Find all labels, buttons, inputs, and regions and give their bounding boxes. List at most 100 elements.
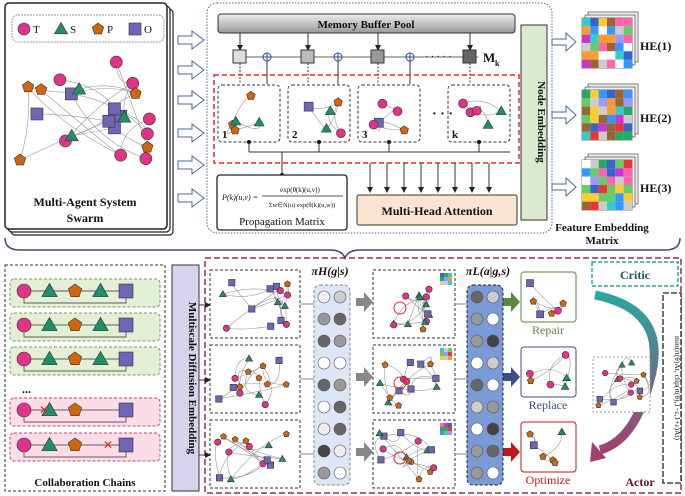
node-S [253, 116, 265, 127]
node-O [118, 283, 134, 299]
policy-high-label: πH(g|s) [311, 264, 348, 278]
node-T [392, 106, 403, 117]
matrix-cell [623, 184, 632, 194]
matrix-cell [615, 114, 624, 124]
neuron [317, 378, 331, 392]
matrix-cell [623, 193, 632, 202]
matrix-cell [623, 51, 632, 60]
swarm-graph [13, 55, 156, 166]
neuron [486, 444, 500, 458]
neuron [486, 378, 500, 392]
node-P [22, 80, 35, 93]
collaboration-chains: ✕✕ [9, 278, 161, 462]
neuron [486, 400, 500, 414]
matrix-cell [615, 51, 624, 60]
actor-title: Actor [625, 475, 655, 489]
matrix-cell [606, 168, 616, 177]
neuron [317, 312, 331, 326]
matrix-cell [590, 98, 599, 107]
matrix-cell [615, 193, 624, 202]
node-P [419, 325, 427, 333]
matrix-cell [606, 98, 616, 107]
node-O [263, 456, 271, 464]
arrow-icon [356, 442, 373, 462]
matrix-cell [623, 90, 632, 99]
node-P [640, 371, 647, 378]
node-O [118, 317, 134, 333]
matrix-cell [598, 34, 607, 43]
node-P [246, 90, 256, 100]
matrix-cell [606, 18, 616, 27]
matrix-cell [615, 184, 624, 194]
node-O [417, 360, 425, 368]
actor-graph [592, 356, 651, 413]
node-S [422, 300, 431, 308]
hollow-arrow-icon [177, 60, 205, 80]
node-P [67, 437, 83, 452]
node-T [616, 375, 624, 382]
node-O [118, 437, 134, 453]
matrix-cell [590, 34, 599, 43]
multi-head-attention [356, 194, 518, 226]
matrix-cell [598, 42, 607, 52]
node-S [230, 115, 242, 126]
matrix-cell [582, 114, 591, 124]
matrix-cell [623, 106, 632, 115]
matrix-cell [598, 26, 607, 35]
step-label: 3 [362, 129, 368, 141]
node-O [30, 107, 44, 121]
diffusion-box [171, 264, 200, 492]
matrix-cell [615, 106, 624, 115]
edge [262, 365, 287, 385]
node-T [458, 98, 468, 109]
matrix-cell [590, 131, 599, 140]
node-P [141, 140, 154, 153]
node-O [424, 310, 432, 318]
node-O [529, 441, 538, 450]
node-P [415, 475, 423, 483]
matrix-cell [623, 160, 632, 169]
node-S [41, 282, 58, 297]
node-T [110, 55, 123, 69]
node-S [92, 282, 109, 297]
node-T [16, 437, 32, 453]
node-O [636, 387, 643, 394]
memory-cube-icon [232, 49, 247, 64]
memory-cubes: · · · · · [232, 33, 478, 84]
matrix-cell [606, 184, 616, 194]
edge [219, 440, 247, 478]
node-O [303, 101, 314, 112]
matrix-cell [598, 90, 607, 99]
feature-title-line2: Matrix [586, 235, 619, 247]
input-graph [209, 344, 301, 414]
node-P [255, 374, 263, 381]
node-S [218, 290, 227, 298]
matrix-cell [590, 168, 599, 177]
node-embedding-arrows [551, 31, 577, 198]
node-P [427, 360, 434, 368]
hollow-arrows [177, 30, 205, 208]
neuron [486, 290, 500, 304]
matrix-cell [615, 59, 624, 68]
hollow-arrow-icon [551, 31, 577, 53]
node-T [425, 285, 433, 293]
neuron [470, 312, 484, 326]
critic-box [591, 261, 679, 287]
matrix-cell [598, 168, 607, 177]
node-T [554, 306, 562, 315]
edge [27, 86, 121, 156]
matrix-cell [623, 34, 632, 43]
action-label: Replace [529, 398, 568, 412]
matrix-cell [606, 131, 616, 140]
matrix-cell [606, 160, 616, 169]
matrix-cell [606, 114, 616, 124]
node-T [276, 287, 284, 295]
node-S [41, 436, 58, 451]
edge [19, 86, 30, 161]
matrix-cell [590, 18, 599, 27]
node-P [395, 402, 402, 409]
neuron [333, 444, 347, 458]
neuron [470, 422, 484, 436]
neuron [470, 334, 484, 348]
matrix-cell [606, 26, 616, 35]
